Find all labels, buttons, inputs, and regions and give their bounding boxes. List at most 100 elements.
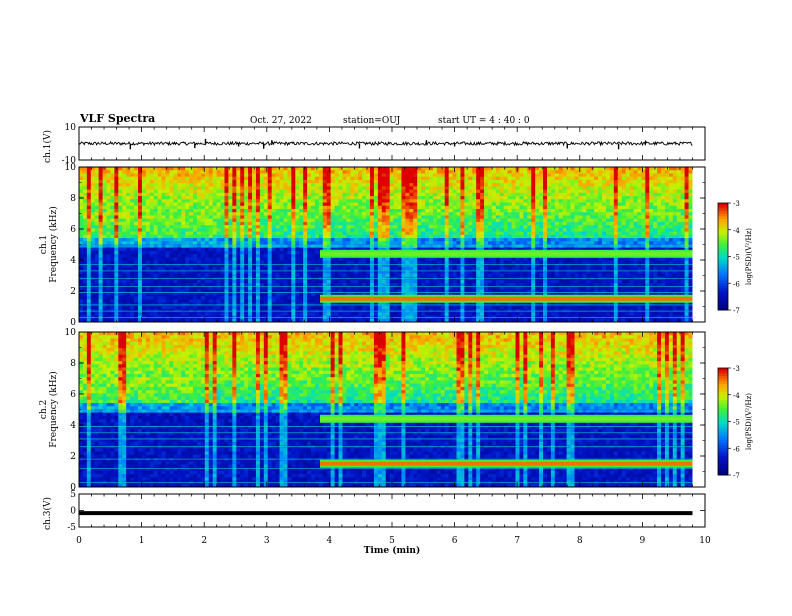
heatmap-cell bbox=[323, 241, 327, 245]
heatmap-cell bbox=[114, 293, 118, 297]
heatmap-cell bbox=[390, 183, 394, 187]
heatmap-cell bbox=[142, 274, 146, 278]
heatmap-cell bbox=[394, 267, 398, 271]
heatmap-cell bbox=[441, 215, 445, 219]
heatmap-cell bbox=[166, 228, 170, 232]
heatmap-cell bbox=[382, 193, 386, 197]
heatmap-cell bbox=[225, 254, 229, 258]
heatmap-cell bbox=[217, 199, 221, 203]
heatmap-cell bbox=[319, 215, 323, 219]
heatmap-cell bbox=[83, 177, 87, 181]
heatmap-cell bbox=[122, 257, 126, 261]
heatmap-cell bbox=[228, 170, 232, 174]
heatmap-cell bbox=[166, 280, 170, 284]
heatmap-cell bbox=[354, 167, 358, 171]
heatmap-cell bbox=[177, 267, 181, 271]
heatmap-cell bbox=[166, 186, 170, 190]
heatmap-cell bbox=[315, 190, 319, 194]
heatmap-cell bbox=[315, 251, 319, 255]
heatmap-cell bbox=[382, 209, 386, 213]
heatmap-cell bbox=[335, 206, 339, 210]
heatmap-cell bbox=[264, 186, 268, 190]
heatmap-cell bbox=[201, 196, 205, 200]
heatmap-cell bbox=[342, 312, 346, 316]
heatmap-cell bbox=[122, 196, 126, 200]
heatmap-cell bbox=[103, 180, 107, 184]
heatmap-cell bbox=[173, 232, 177, 236]
heatmap-cell bbox=[307, 267, 311, 271]
heatmap-cell bbox=[464, 212, 468, 216]
heatmap-cell bbox=[457, 274, 461, 278]
heatmap-cell bbox=[464, 241, 468, 245]
heatmap-cell bbox=[303, 274, 307, 278]
heatmap-cell bbox=[394, 280, 398, 284]
heatmap-cell bbox=[354, 238, 358, 242]
heatmap-cell bbox=[268, 254, 272, 258]
heatmap-cell bbox=[256, 274, 260, 278]
heatmap-cell bbox=[374, 177, 378, 181]
heatmap-cell bbox=[248, 306, 252, 310]
heatmap-cell bbox=[472, 219, 476, 223]
heatmap-cell bbox=[453, 186, 457, 190]
heatmap-cell bbox=[236, 257, 240, 261]
heatmap-cell bbox=[103, 232, 107, 236]
heatmap-cell bbox=[197, 293, 201, 297]
heatmap-cell bbox=[110, 219, 114, 223]
heatmap-cell bbox=[189, 303, 193, 307]
heatmap-cell bbox=[311, 186, 315, 190]
heatmap-cell bbox=[87, 215, 91, 219]
heatmap-cell bbox=[260, 241, 264, 245]
heatmap-cell bbox=[213, 232, 217, 236]
heatmap-cell bbox=[319, 186, 323, 190]
heatmap-cell bbox=[303, 167, 307, 171]
heatmap-cell bbox=[358, 199, 362, 203]
heatmap-cell bbox=[95, 254, 99, 258]
heatmap-cell bbox=[177, 180, 181, 184]
heatmap-cell bbox=[287, 167, 291, 171]
heatmap-cell bbox=[256, 248, 260, 252]
heatmap-cell bbox=[445, 173, 449, 177]
heatmap-cell bbox=[315, 280, 319, 284]
heatmap-cell bbox=[468, 274, 472, 278]
heatmap-cell bbox=[342, 280, 346, 284]
heatmap-cell bbox=[464, 274, 468, 278]
heatmap-cell bbox=[295, 232, 299, 236]
heatmap-cell bbox=[150, 299, 154, 303]
heatmap-cell bbox=[256, 186, 260, 190]
heatmap-cell bbox=[441, 267, 445, 271]
heatmap-cell bbox=[264, 238, 268, 242]
heatmap-cell bbox=[169, 293, 173, 297]
heatmap-cell bbox=[433, 228, 437, 232]
heatmap-cell bbox=[468, 215, 472, 219]
heatmap-cell bbox=[386, 167, 390, 171]
heatmap-cell bbox=[228, 222, 232, 226]
heatmap-cell bbox=[472, 186, 476, 190]
heatmap-cell bbox=[272, 170, 276, 174]
heatmap-cell bbox=[350, 183, 354, 187]
heatmap-cell bbox=[162, 248, 166, 252]
heatmap-cell bbox=[464, 222, 468, 226]
heatmap-cell bbox=[134, 170, 138, 174]
heatmap-cell bbox=[130, 248, 134, 252]
heatmap-cell bbox=[118, 173, 122, 177]
heatmap-cell bbox=[154, 206, 158, 210]
heatmap-cell bbox=[126, 293, 130, 297]
heatmap-cell bbox=[299, 286, 303, 290]
heatmap-cell bbox=[189, 238, 193, 242]
heatmap-cell bbox=[276, 254, 280, 258]
heatmap-cell bbox=[87, 267, 91, 271]
heatmap-cell bbox=[252, 312, 256, 316]
heatmap-cell bbox=[303, 228, 307, 232]
heatmap-cell bbox=[276, 228, 280, 232]
heatmap-cell bbox=[268, 170, 272, 174]
heatmap-cell bbox=[335, 177, 339, 181]
heatmap-cell bbox=[307, 177, 311, 181]
heatmap-cell bbox=[468, 257, 472, 261]
heatmap-cell bbox=[457, 286, 461, 290]
heatmap-cell bbox=[405, 261, 409, 265]
heatmap-cell bbox=[244, 180, 248, 184]
heatmap-cell bbox=[346, 286, 350, 290]
heatmap-cell bbox=[295, 267, 299, 271]
heatmap-cell bbox=[386, 199, 390, 203]
heatmap-cell bbox=[417, 190, 421, 194]
